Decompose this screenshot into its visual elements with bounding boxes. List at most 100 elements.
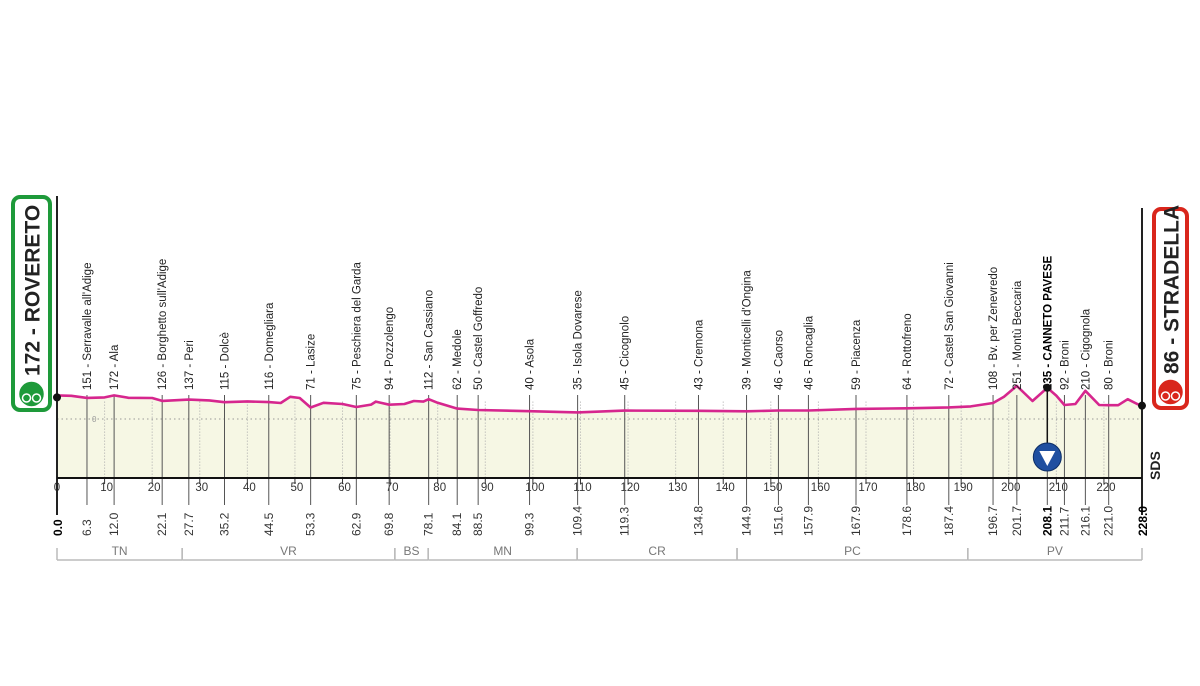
- waypoint-label: 35 - Isola Dovarese: [573, 290, 585, 390]
- km-tick-label: 80: [433, 482, 446, 494]
- region-label: TN: [112, 544, 128, 558]
- start-wheel-icon: [21, 393, 32, 403]
- waypoint-label: 62 - Medole: [452, 329, 464, 390]
- waypoint-label: 71 - Lasize: [306, 334, 318, 390]
- waypoint-label: 112 - San Cassiano: [424, 290, 436, 390]
- finish-dot: [1138, 401, 1146, 410]
- sea-level-label: 0: [92, 415, 97, 424]
- km-tick-label: 70: [386, 482, 399, 494]
- km-tick-label: 170: [858, 482, 877, 494]
- start-cyclist-icon: [17, 380, 46, 408]
- distance-label: 99.3: [523, 512, 537, 536]
- waypoint-label: 50 - Castel Goffredo: [473, 287, 485, 390]
- distance-label: 187.4: [942, 506, 956, 536]
- waypoint-label: 126 - Borghetto sull'Adige: [157, 259, 169, 390]
- start-badge: [11, 195, 52, 412]
- waypoint-label: 116 - Domegliara: [264, 302, 276, 390]
- waypoint-label: 137 - Peri: [184, 340, 196, 390]
- finish-wheel-icon: [1170, 391, 1181, 401]
- distance-label: 119.3: [618, 507, 632, 536]
- distance-label: 84.1: [450, 512, 464, 536]
- finish-wheel-icon: [1160, 391, 1171, 401]
- km-tick-label: 110: [573, 482, 591, 494]
- distance-label: 201.7: [1010, 506, 1024, 536]
- distance-label: 196.7: [986, 506, 1000, 536]
- km-tick-label: 140: [716, 482, 735, 494]
- distance-label: 88.5: [471, 512, 485, 536]
- km-tick-label: 20: [148, 482, 161, 494]
- km-tick-label: 40: [243, 482, 256, 494]
- region-label: PV: [1047, 544, 1063, 558]
- distance-label: 35.2: [218, 512, 232, 536]
- km-tick-label: 30: [195, 482, 208, 494]
- finish-cyclist-icon: [1156, 378, 1185, 406]
- waypoint-label: 108 - Bv. per Zenevredo: [988, 267, 1000, 390]
- waypoint-label: 40 - Asola: [525, 338, 537, 390]
- sds-logo: SDS: [1147, 451, 1163, 480]
- distance-label: 6.3: [80, 519, 94, 536]
- waypoint-label: 64 - Rottofreno: [902, 313, 914, 390]
- km-tick-label: 150: [763, 482, 782, 494]
- distance-label: 69.8: [382, 512, 396, 536]
- km-tick-label: 10: [100, 482, 113, 494]
- distance-label: 78.1: [422, 512, 436, 536]
- km-tick-label: 100: [525, 482, 544, 494]
- km-tick-label: 120: [620, 482, 639, 494]
- kom-down-triangle-icon: [1039, 451, 1056, 466]
- distance-label: 167.9: [849, 506, 863, 536]
- distance-label: 208.1: [1040, 506, 1054, 536]
- finish-badge: [1152, 207, 1189, 410]
- distance-label: 62.9: [349, 512, 363, 536]
- km-tick-label: 190: [954, 482, 973, 494]
- waypoint-label: 94 - Pozzolengo: [384, 307, 396, 390]
- km-tick-label: 60: [338, 482, 351, 494]
- waypoint-label: 210 - Cigognola: [1080, 308, 1092, 390]
- region-label: MN: [493, 544, 512, 558]
- distance-label: 134.8: [691, 506, 705, 536]
- waypoint-label: 45 - Cicognolo: [620, 316, 632, 390]
- start-distance-label: 0.0: [51, 519, 65, 536]
- waypoint-label: 92 - Broni: [1059, 340, 1071, 390]
- waypoint-label: 43 - Cremona: [693, 319, 705, 390]
- waypoint-label: 80 - Broni: [1104, 340, 1116, 390]
- distance-label: 44.5: [262, 512, 276, 536]
- distance-label: 178.6: [900, 506, 914, 536]
- waypoint-label: 59 - Piacenza: [851, 319, 863, 390]
- kom-summit-dot: [1043, 383, 1052, 392]
- distance-label: 22.1: [155, 512, 169, 536]
- finish-distance-label: 228.0: [1136, 506, 1150, 536]
- waypoint-label: 235 - CANNETO PAVESE: [1042, 255, 1054, 390]
- start-dot: [53, 393, 61, 402]
- region-label: CR: [648, 544, 666, 558]
- region-label: VR: [280, 544, 297, 558]
- waypoint-label: 151 - Serravalle all'Adige: [82, 263, 94, 391]
- distance-label: 53.3: [304, 512, 318, 536]
- profile-area: [57, 385, 1142, 478]
- start-wheel-icon: [31, 393, 42, 403]
- distance-label: 27.7: [182, 512, 196, 536]
- start-label: 172 - ROVERETO: [22, 205, 45, 376]
- km-tick-label: 200: [1001, 482, 1020, 494]
- region-label: BS: [404, 544, 420, 558]
- waypoint-label: 75 - Peschiera del Garda: [351, 262, 363, 390]
- km-tick-label: 130: [668, 482, 687, 494]
- distance-label: 109.4: [571, 506, 585, 536]
- distance-label: 211.7: [1057, 507, 1071, 536]
- km-tick-label: 50: [291, 482, 304, 494]
- waypoint-label: 46 - Roncaglia: [803, 315, 815, 390]
- region-label: PC: [844, 544, 861, 558]
- km-tick-label: 160: [811, 482, 830, 494]
- finish-label: 86 - STRADELLA: [1161, 205, 1184, 374]
- km-tick-label: 220: [1096, 482, 1115, 494]
- waypoint-label: 115 - Dolcè: [220, 332, 232, 390]
- distance-label: 151.6: [771, 506, 785, 536]
- waypoint-label: 251 - Montù Beccaria: [1012, 280, 1024, 390]
- distance-label: 216.1: [1078, 506, 1092, 536]
- distance-label: 12.0: [107, 512, 121, 536]
- km-tick-label: 90: [481, 482, 494, 494]
- km-tick-label: 210: [1049, 482, 1068, 494]
- waypoint-label: 172 - Ala: [109, 344, 121, 390]
- distance-label: 221.0: [1102, 506, 1116, 536]
- waypoint-label: 39 - Monticelli d'Ongina: [742, 270, 754, 390]
